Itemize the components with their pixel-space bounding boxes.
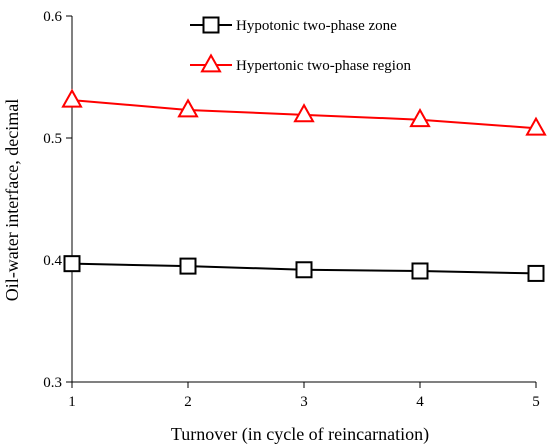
square-marker — [179, 257, 197, 275]
legend-item-2: Hypertonic two-phase region — [190, 53, 411, 74]
triangle-marker — [525, 116, 547, 136]
x-axis-title: Turnover (in cycle of reincarnation) — [171, 424, 429, 445]
x-tick-label: 3 — [300, 394, 308, 410]
y-tick-label: 0.3 — [43, 375, 62, 391]
triangle-marker — [409, 108, 431, 128]
triangle-marker — [200, 53, 222, 73]
triangle-marker — [61, 88, 83, 108]
x-tick-label: 4 — [416, 394, 424, 410]
y-tick-label: 0.4 — [43, 253, 62, 269]
square-marker — [63, 255, 81, 273]
legend-label: Hypertonic two-phase region — [236, 58, 411, 74]
square-marker — [527, 264, 545, 282]
square-marker — [411, 262, 429, 280]
series-1 — [63, 255, 545, 282]
x-tick-label: 2 — [184, 394, 192, 410]
triangle-marker — [177, 98, 199, 118]
y-tick-label: 0.6 — [43, 9, 62, 25]
plot-area — [61, 88, 547, 282]
axes: 0.3 0.4 0.5 0.6 1 2 3 4 5 — [43, 9, 540, 410]
triangle-marker — [293, 103, 315, 123]
square-marker — [295, 261, 313, 279]
x-tick-label: 5 — [532, 394, 540, 410]
legend-label: Hypotonic two-phase zone — [236, 18, 397, 34]
x-tick-label: 1 — [68, 394, 76, 410]
y-tick-label: 0.5 — [43, 131, 62, 147]
series-2 — [61, 88, 547, 136]
legend-item-1: Hypotonic two-phase zone — [190, 16, 397, 34]
legend: Hypotonic two-phase zone Hypertonic two-p… — [190, 16, 411, 74]
y-axis-title: Oil-water interface, decimal — [2, 99, 22, 301]
square-marker — [202, 16, 220, 34]
